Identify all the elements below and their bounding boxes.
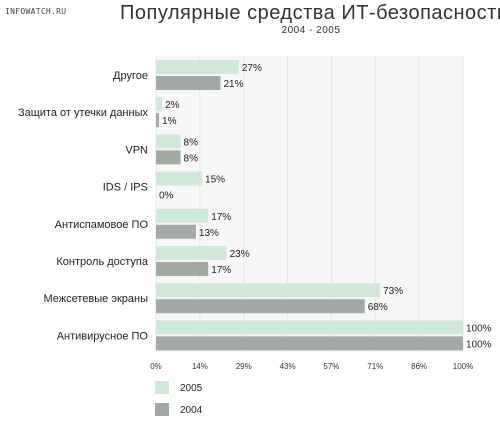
x-tick-label: 86% [411, 362, 427, 371]
category-label: Антивирусное ПО [57, 330, 149, 342]
bar-2004 [156, 336, 463, 351]
value-label: 21% [223, 79, 243, 90]
x-tick-label: 14% [192, 362, 208, 371]
bar-2004 [156, 150, 181, 165]
legend-label: 2005 [180, 383, 203, 394]
labels: Другое 27% 21% Защита от утечки данных 2% 1% V… [18, 63, 492, 350]
category-label: VPN [125, 144, 148, 156]
legend-label: 2004 [180, 405, 203, 416]
category-label: IDS / IPS [103, 182, 148, 194]
x-tick-label: 43% [280, 362, 296, 371]
x-tick-label: 0% [150, 362, 162, 371]
category-label: Другое [113, 70, 148, 82]
value-label: 17% [211, 212, 231, 223]
bar-2005 [156, 246, 227, 260]
bars [156, 60, 463, 351]
chart-title: Популярные средства ИТ-безопасности [120, 2, 500, 24]
bar-2005 [156, 171, 203, 186]
watermark-logo: INFOWATCH.RU [5, 7, 67, 16]
category-label: Межсетевые экраны [44, 293, 149, 305]
legend: 2005 2004 [155, 381, 203, 416]
bar-2005 [156, 283, 381, 298]
value-label: 1% [162, 116, 177, 127]
x-tick-label: 57% [323, 362, 339, 371]
value-label: 15% [205, 175, 225, 186]
legend-swatch-2005 [155, 381, 169, 394]
value-label: 100% [466, 339, 492, 350]
value-label: 0% [159, 191, 174, 202]
chart-subtitle: 2004 - 2005 [281, 25, 341, 36]
x-axis-ticks: 0% 14% 29% 43% 57% 71% 86% 100% [150, 362, 473, 371]
bar-2005 [156, 97, 163, 112]
value-label: 27% [242, 63, 262, 74]
bar-2004 [156, 76, 221, 90]
value-label: 8% [184, 137, 199, 148]
x-tick-label: 29% [236, 362, 252, 371]
value-label: 8% [184, 153, 199, 164]
bar-2005 [156, 60, 239, 74]
category-label: Контроль доступа [56, 256, 148, 268]
bar-2004 [156, 299, 365, 314]
x-tick-label: 71% [367, 362, 383, 371]
value-label: 2% [165, 100, 180, 111]
category-label: Антиспамовое ПО [55, 219, 149, 231]
value-label: 100% [466, 323, 492, 334]
bar-2004 [156, 224, 196, 239]
value-label: 17% [211, 265, 231, 276]
x-tick-label: 100% [453, 362, 473, 371]
bar-2005 [156, 134, 181, 149]
bar-2004 [156, 262, 209, 276]
value-label: 73% [383, 286, 403, 297]
value-label: 23% [230, 249, 250, 260]
value-label: 68% [368, 302, 388, 313]
bar-2004 [156, 113, 160, 128]
legend-swatch-2004 [155, 403, 169, 416]
value-label: 13% [199, 228, 219, 239]
category-label: Защита от утечки данных [18, 107, 149, 119]
bar-2005 [156, 208, 209, 223]
bar-2005 [156, 320, 463, 335]
